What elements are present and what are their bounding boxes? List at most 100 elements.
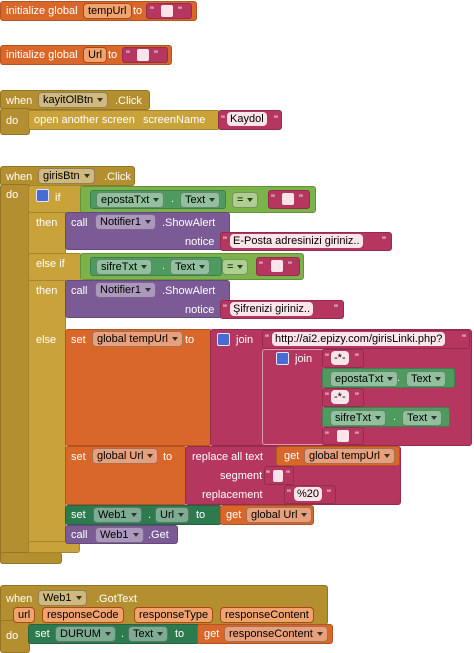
mutator-icon[interactable] bbox=[276, 352, 289, 365]
keyword: call bbox=[71, 217, 88, 229]
string-value[interactable]: %20 bbox=[294, 487, 323, 501]
method-call-block[interactable] bbox=[65, 212, 230, 250]
property-dropdown[interactable]: Text bbox=[170, 259, 211, 275]
component-dropdown[interactable]: Web1 bbox=[38, 590, 87, 606]
keyword: to bbox=[108, 49, 118, 61]
event-body bbox=[0, 620, 30, 653]
keyword: set bbox=[35, 628, 50, 640]
keyword: if bbox=[55, 192, 61, 204]
variable-dropdown[interactable]: global tempUrl bbox=[92, 331, 183, 347]
component-dropdown[interactable]: Web1 bbox=[95, 527, 144, 543]
event-param[interactable]: url bbox=[13, 607, 36, 623]
component-dropdown[interactable]: Web1 bbox=[93, 507, 142, 523]
keyword: to bbox=[185, 334, 195, 346]
keyword: when bbox=[6, 593, 33, 605]
empty-string bbox=[271, 260, 283, 272]
operator-dropdown[interactable]: = bbox=[222, 259, 249, 275]
variable-dropdown[interactable]: global tempUrl bbox=[304, 448, 395, 464]
property-dropdown[interactable]: Text bbox=[128, 626, 169, 642]
if-block[interactable] bbox=[28, 185, 66, 553]
event-param[interactable]: responseType bbox=[134, 607, 214, 623]
keyword: when bbox=[6, 171, 33, 183]
empty-string bbox=[273, 470, 283, 482]
quote: " bbox=[325, 391, 329, 403]
method-call-block[interactable] bbox=[65, 280, 230, 318]
mutator-icon[interactable] bbox=[217, 333, 230, 346]
property-dropdown[interactable]: Text bbox=[180, 192, 221, 208]
variable-name[interactable]: Url bbox=[83, 47, 108, 63]
operator-dropdown[interactable]: = bbox=[232, 192, 259, 208]
join-block[interactable] bbox=[262, 349, 324, 445]
quote: " bbox=[150, 5, 154, 17]
component-dropdown[interactable]: sifreTxt bbox=[96, 259, 153, 275]
variable-dropdown[interactable]: responseContent bbox=[224, 626, 328, 642]
param: notice bbox=[185, 304, 215, 316]
variable-dropdown[interactable]: global Url bbox=[92, 448, 159, 464]
string-value[interactable]: Kaydol bbox=[227, 112, 267, 126]
component-dropdown[interactable]: kayitOlBtn bbox=[38, 92, 109, 108]
string-value[interactable]: http://ai2.epizy.com/girisLinki.php? bbox=[272, 332, 446, 346]
quote: " bbox=[274, 114, 278, 126]
quote: " bbox=[223, 303, 227, 315]
empty-string bbox=[137, 49, 149, 61]
quote: " bbox=[327, 488, 331, 500]
string-value[interactable]: E-Posta adresinizi giriniz.. bbox=[230, 234, 363, 248]
quote: " bbox=[259, 260, 263, 272]
dot: . bbox=[171, 193, 175, 205]
property-dropdown[interactable]: Text bbox=[406, 371, 447, 387]
quote: " bbox=[462, 333, 466, 345]
param: segment bbox=[220, 470, 263, 482]
event-name: .Click bbox=[104, 171, 131, 183]
component-dropdown[interactable]: Notifier1 bbox=[95, 214, 156, 230]
keyword: do bbox=[6, 189, 19, 201]
component-dropdown[interactable]: girisBtn bbox=[38, 168, 95, 184]
set-variable-block[interactable] bbox=[65, 446, 187, 505]
keyword: set bbox=[71, 451, 86, 463]
set-variable-block[interactable] bbox=[65, 329, 212, 446]
event-body bbox=[0, 184, 30, 564]
string-value[interactable]: Şifrenizi giriniz.. bbox=[230, 302, 314, 316]
quote: " bbox=[382, 235, 386, 247]
param: replacement bbox=[202, 489, 263, 501]
variable-name[interactable]: tempUrl bbox=[83, 3, 132, 19]
mutator-icon[interactable] bbox=[36, 189, 49, 202]
event-name: .Click bbox=[115, 95, 142, 107]
event-name: .GotText bbox=[96, 593, 137, 605]
variable-dropdown[interactable]: global Url bbox=[246, 507, 313, 523]
keyword: initialize global bbox=[6, 49, 78, 61]
quote: " bbox=[355, 430, 359, 442]
keyword: get bbox=[284, 450, 300, 462]
quote: " bbox=[126, 49, 130, 61]
string-value[interactable]: -*- bbox=[331, 351, 349, 365]
get-variable-block[interactable] bbox=[220, 505, 314, 525]
component-dropdown[interactable]: sifreTxt bbox=[330, 410, 387, 426]
component-dropdown[interactable]: DURUM bbox=[55, 626, 116, 642]
keyword: join bbox=[295, 353, 313, 365]
component-dropdown[interactable]: Notifier1 bbox=[95, 282, 156, 298]
keyword: to bbox=[175, 628, 185, 640]
if-footer bbox=[28, 541, 80, 553]
keyword: to bbox=[163, 451, 173, 463]
event-header[interactable] bbox=[0, 90, 150, 110]
quote: " bbox=[334, 303, 338, 315]
quote: " bbox=[265, 333, 269, 345]
get-variable-block[interactable] bbox=[197, 624, 333, 644]
keyword: do bbox=[6, 115, 19, 127]
component-getter[interactable] bbox=[90, 257, 222, 276]
method-call-block[interactable] bbox=[65, 525, 178, 544]
event-param[interactable]: responseContent bbox=[220, 607, 314, 623]
keyword: else if bbox=[36, 258, 65, 270]
property-dropdown[interactable]: Url bbox=[155, 507, 190, 523]
empty-string bbox=[337, 430, 349, 442]
property-dropdown[interactable]: Text bbox=[402, 410, 443, 426]
event-param[interactable]: responseCode bbox=[42, 607, 124, 623]
component-dropdown[interactable]: epostaTxt bbox=[96, 192, 165, 208]
component-dropdown[interactable]: epostaTxt bbox=[330, 371, 399, 387]
quote: " bbox=[288, 260, 292, 272]
keyword: to bbox=[196, 509, 206, 521]
string-value[interactable]: -*- bbox=[331, 390, 349, 404]
dot: . bbox=[397, 372, 401, 384]
event-footer bbox=[0, 552, 62, 564]
component-getter[interactable] bbox=[322, 407, 450, 427]
keyword: set bbox=[71, 509, 86, 521]
